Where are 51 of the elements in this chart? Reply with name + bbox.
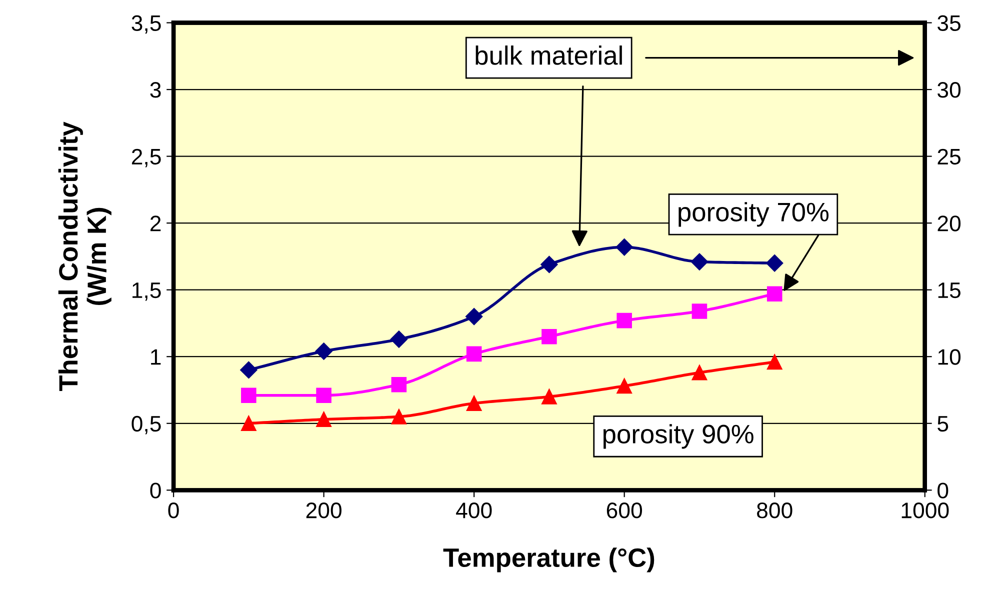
- y-axis-title: Thermal Conductivity (W/m K): [58, 122, 112, 392]
- point: [540, 256, 558, 274]
- point: [690, 253, 708, 270]
- y-tick-label: 1: [151, 349, 161, 365]
- y2-tick-label: 30: [938, 82, 961, 98]
- point: [391, 377, 407, 392]
- point: [766, 286, 782, 302]
- point: [240, 361, 258, 379]
- point: [391, 409, 407, 424]
- point: [315, 342, 332, 360]
- point: [616, 238, 633, 256]
- y-tick-label: 1,5: [132, 282, 161, 301]
- point: [766, 354, 782, 370]
- y-tick-label: 0,5: [132, 416, 161, 434]
- y2-tick-label: 5: [938, 416, 948, 432]
- y2-tick-label: 35: [938, 15, 960, 32]
- x-tick-label: 600: [606, 502, 642, 518]
- point: [316, 412, 332, 428]
- point: [241, 388, 256, 403]
- point: [466, 396, 482, 411]
- point: [692, 304, 708, 319]
- point: [692, 365, 708, 380]
- y-tick-label: 2: [150, 216, 161, 232]
- point: [766, 254, 784, 272]
- x-tick-label: 400: [456, 502, 492, 518]
- text: bulk material: [476, 46, 622, 65]
- point: [542, 389, 557, 404]
- x-tick-label: 800: [757, 502, 792, 518]
- x-tick-label: 200: [306, 502, 342, 518]
- y-tick-label: 0: [150, 482, 161, 498]
- point: [466, 308, 483, 326]
- point: [542, 328, 557, 344]
- y2-tick-label: 15: [938, 282, 960, 298]
- point: [316, 388, 332, 403]
- y2-tick-label: 10: [938, 349, 961, 365]
- x-tick-label: 1000: [902, 502, 949, 518]
- point: [616, 378, 632, 394]
- point: [390, 330, 408, 348]
- x-axis-title: Temperature (°C): [443, 548, 654, 572]
- series-label: porosity 90%: [604, 424, 754, 449]
- y2-tick-label: 20: [938, 216, 961, 232]
- y-tick-label: 2,5: [132, 148, 161, 168]
- y2-tick-label: 25: [938, 148, 960, 165]
- point: [466, 346, 482, 362]
- y-tick-label: 3: [150, 82, 161, 98]
- y-tick-label: 3,5: [132, 15, 161, 34]
- x-tick-label: 0: [168, 502, 179, 518]
- point: [241, 416, 256, 432]
- text: porosity 70%: [678, 202, 829, 227]
- y2-tick-label: 0: [938, 482, 948, 498]
- point: [616, 312, 632, 328]
